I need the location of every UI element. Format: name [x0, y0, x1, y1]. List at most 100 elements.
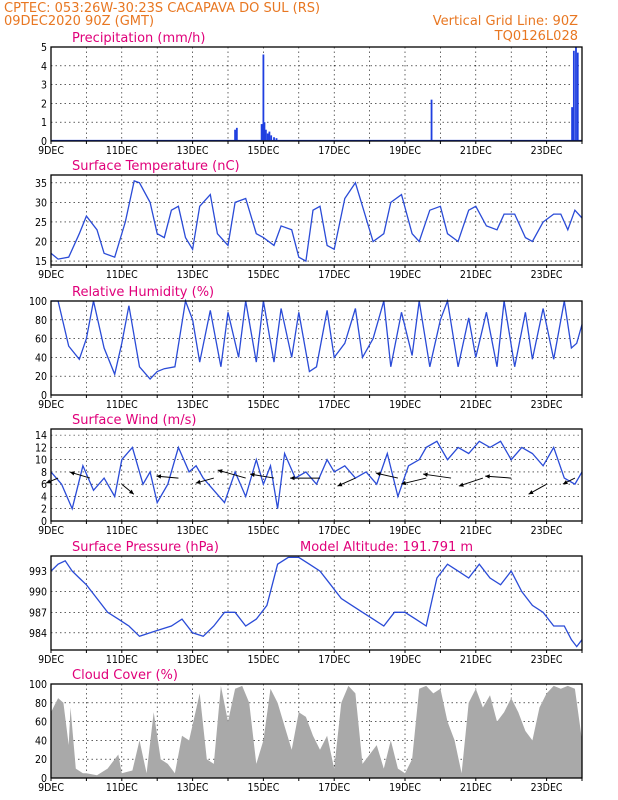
wind-vector-head: [217, 469, 223, 474]
wind-line: [50, 440, 583, 511]
pressure-xtick-label: 9DEC: [38, 654, 64, 666]
precip-bar: [235, 127, 238, 141]
cloud-ytick-label: 40: [35, 735, 47, 747]
precip-title: Precipitation (mm/h): [72, 31, 205, 46]
header-model-code: TQ0126L028: [494, 29, 578, 44]
rh-xtick-label: 13DEC: [177, 399, 209, 411]
wind-vector-head: [250, 472, 255, 477]
header-date: 09DEC2020 90Z (GMT): [4, 14, 154, 29]
precip-ytick-label: 4: [41, 61, 47, 73]
precip-xtick-label: 9DEC: [38, 145, 64, 157]
cloud-ytick-label: 60: [35, 717, 47, 729]
rh-ytick-label: 40: [35, 352, 47, 364]
precip-panel: Precipitation (mm/h) 0 1 2 3 4 5 9DEC 11DEC 13DEC…: [38, 31, 583, 157]
rh-xtick-label: 15DEC: [247, 399, 279, 411]
wind-ytick-label: 2: [41, 504, 47, 516]
precip-bar: [572, 50, 575, 142]
wind-xtick-label: 11DEC: [106, 525, 138, 537]
pressure-ytick-label: 993: [29, 566, 47, 578]
cloud-ytick-label: 80: [35, 698, 47, 710]
precip-xtick-label: 21DEC: [460, 145, 492, 157]
wind-vector-head: [562, 480, 568, 485]
pressure-subtitle: Model Altitude: 191.791 m: [300, 540, 473, 555]
wind-vector-head: [46, 479, 52, 484]
wind-vector-head: [423, 472, 428, 477]
pressure-ytick-label: 987: [29, 607, 47, 619]
wind-xtick-label: 17DEC: [318, 525, 350, 537]
cloud-xtick-label: 9DEC: [38, 782, 64, 794]
wind-ytick-label: 8: [41, 467, 47, 479]
temp-panel: Surface Temperature (nC) 15 20 25 30 35 9DEC 11…: [35, 159, 583, 281]
pressure-xtick-label: 15DEC: [247, 654, 279, 666]
cloud-ytick-label: 0: [41, 773, 47, 785]
precip-xtick-label: 17DEC: [318, 145, 350, 157]
wind-vector-head: [195, 479, 201, 484]
rh-line: [51, 298, 583, 380]
cloud-xtick-label: 15DEC: [247, 782, 279, 794]
precip-bar: [263, 122, 266, 141]
temp-frame: [50, 174, 583, 266]
pressure-ytick-label: 990: [29, 587, 47, 599]
rh-title: Relative Humidity (%): [72, 285, 214, 300]
rh-ytick-label: 0: [41, 390, 47, 402]
pressure-xtick-label: 21DEC: [460, 654, 492, 666]
precip-bar: [430, 99, 433, 141]
header-location: CPTEC: 053:26W-30:23S CACAPAVA DO SUL (R…: [4, 1, 320, 16]
cloud-frame: [50, 683, 583, 779]
rh-frame: [50, 300, 583, 396]
precip-xtick-label: 11DEC: [106, 145, 138, 157]
precip-bar: [270, 135, 273, 141]
temp-ytick-label: 25: [35, 217, 47, 229]
cloud-xtick-label: 17DEC: [318, 782, 350, 794]
temp-xtick-label: 9DEC: [38, 269, 64, 281]
precip-bar: [575, 47, 577, 141]
pressure-line: [50, 556, 583, 648]
cloud-ytick-label: 20: [35, 754, 47, 766]
pressure-frame: [50, 555, 583, 651]
wind-vector-head: [69, 471, 75, 476]
temp-title: Surface Temperature (nC): [72, 159, 240, 174]
precip-bar: [273, 137, 275, 141]
precip-bar: [275, 138, 278, 141]
wind-ytick-label: 6: [41, 479, 47, 491]
wind-ytick-label: 0: [41, 516, 47, 528]
precip-bar: [264, 129, 267, 141]
wind-ytick-label: 14: [35, 430, 47, 442]
pressure-xtick-label: 11DEC: [106, 654, 138, 666]
wind-vector: [422, 473, 452, 479]
temp-xtick-label: 11DEC: [106, 269, 138, 281]
wind-vector-head: [401, 480, 407, 486]
temp-ytick-label: 20: [35, 237, 47, 249]
precip-ytick-label: 3: [41, 80, 47, 92]
precip-bar: [268, 131, 271, 141]
temp-ytick-label: 15: [35, 256, 47, 268]
precip-bar: [266, 133, 269, 141]
wind-ytick-label: 10: [35, 455, 47, 467]
rh-ytick-label: 80: [35, 315, 47, 327]
wind-vector-head: [528, 490, 534, 495]
wind-xtick-label: 23DEC: [531, 525, 563, 537]
temp-ytick-label: 30: [35, 197, 47, 209]
pressure-xtick-label: 19DEC: [389, 654, 421, 666]
wind-title: Surface Wind (m/s): [72, 413, 196, 428]
wind-vector-head: [156, 474, 162, 479]
header-grid-note: Vertical Grid Line: 90Z: [433, 14, 578, 29]
temp-xtick-label: 23DEC: [531, 269, 563, 281]
precip-bar: [262, 54, 265, 141]
wind-frame: [50, 428, 583, 522]
cloud-ytick-label: 100: [29, 679, 47, 691]
wind-vector-head: [337, 482, 343, 487]
rh-ytick-label: 100: [29, 296, 47, 308]
temp-line: [50, 180, 583, 263]
pressure-xtick-label: 23DEC: [531, 654, 563, 666]
pressure-xtick-label: 13DEC: [177, 654, 209, 666]
pressure-panel: Surface Pressure (hPa) Model Altitude: 19…: [29, 540, 583, 666]
rh-xtick-label: 11DEC: [106, 399, 138, 411]
cloud-panel: Cloud Cover (%) 0 20 40 60 80 100 9DEC 11DEC 13DE…: [29, 668, 583, 794]
rh-xtick-label: 9DEC: [38, 399, 64, 411]
pressure-ytick-label: 984: [29, 628, 47, 640]
precip-bar: [260, 124, 263, 141]
temp-xtick-label: 17DEC: [318, 269, 350, 281]
